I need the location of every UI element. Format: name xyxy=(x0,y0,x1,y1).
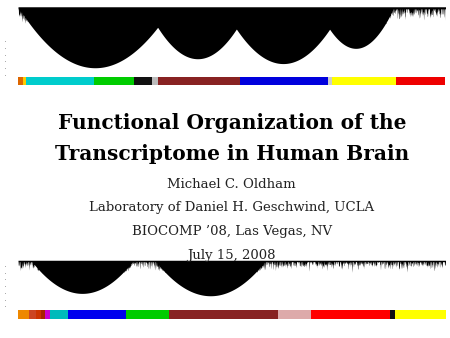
Text: ·: · xyxy=(4,71,7,81)
Text: BIOCOMP ’08, Las Vegas, NV: BIOCOMP ’08, Las Vegas, NV xyxy=(132,225,332,238)
Text: ·: · xyxy=(4,289,7,299)
Text: ·: · xyxy=(4,275,7,286)
Text: Functional Organization of the: Functional Organization of the xyxy=(58,113,406,134)
Text: Transcriptome in Human Brain: Transcriptome in Human Brain xyxy=(54,144,409,164)
Text: ·: · xyxy=(4,57,7,68)
Text: ·: · xyxy=(4,44,7,54)
Text: ·: · xyxy=(4,296,7,306)
Text: ·: · xyxy=(4,269,7,279)
Text: ·: · xyxy=(4,262,7,272)
Text: Michael C. Oldham: Michael C. Oldham xyxy=(167,178,296,191)
Text: ·: · xyxy=(4,37,7,47)
Text: ·: · xyxy=(4,51,7,61)
Text: ·: · xyxy=(4,282,7,292)
Text: July 15, 2008: July 15, 2008 xyxy=(188,249,276,262)
Text: Laboratory of Daniel H. Geschwind, UCLA: Laboratory of Daniel H. Geschwind, UCLA xyxy=(89,201,374,214)
Text: ·: · xyxy=(4,303,7,313)
Text: ·: · xyxy=(4,64,7,74)
